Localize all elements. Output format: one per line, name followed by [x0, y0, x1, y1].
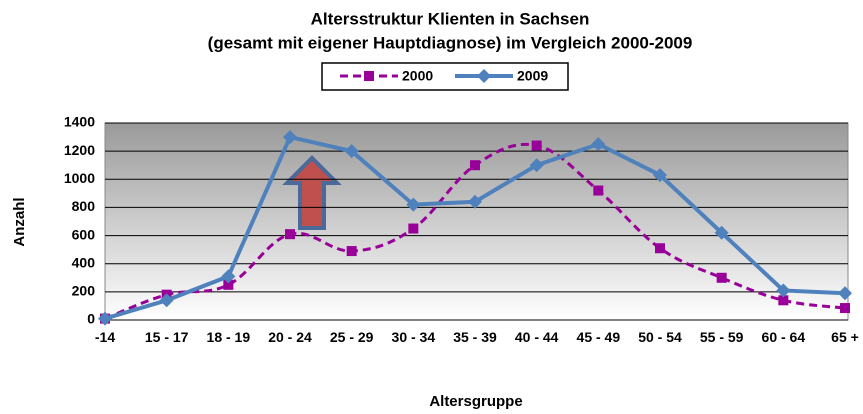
marker	[840, 303, 850, 314]
legend-label: 2000	[402, 68, 433, 84]
x-tick-label: 55 - 59	[699, 329, 744, 345]
x-tick-label: 60 - 64	[761, 329, 806, 345]
y-tick-label: 1400	[64, 114, 95, 130]
x-tick-label: 30 - 34	[391, 329, 436, 345]
x-tick-label: 40 - 44	[514, 329, 559, 345]
y-axis-label: Anzahl	[11, 197, 28, 246]
legend-marker	[477, 69, 491, 83]
marker	[655, 243, 665, 254]
y-tick-label: 0	[87, 311, 95, 327]
marker	[468, 194, 482, 209]
marker	[838, 286, 852, 301]
marker	[529, 158, 544, 173]
marker	[470, 160, 480, 171]
marker	[406, 197, 421, 212]
marker	[285, 229, 295, 240]
marker	[283, 130, 297, 145]
legend-marker	[364, 71, 374, 81]
x-tick-label: 25 - 29	[329, 329, 374, 345]
x-tick-label: 18 - 19	[206, 329, 251, 345]
marker	[159, 293, 174, 308]
y-tick-label: 200	[72, 283, 96, 299]
x-tick-label: 15 - 17	[144, 329, 189, 345]
y-tick-label: 400	[72, 254, 96, 270]
marker	[344, 144, 359, 159]
marker	[531, 140, 542, 151]
marker	[778, 295, 789, 306]
legend-label: 2009	[517, 68, 548, 84]
marker	[221, 269, 236, 284]
plot-area	[104, 122, 849, 321]
marker	[408, 223, 419, 234]
arrow-annotation	[282, 155, 342, 230]
x-tick-label: 65 +	[831, 329, 859, 345]
chart-title: Altersstruktur Klienten in Sachsen	[311, 9, 590, 28]
y-tick-label: 1200	[64, 142, 95, 158]
x-tick-label: 20 - 24	[268, 329, 312, 345]
x-tick-label: 35 - 39	[453, 329, 497, 345]
x-tick-label: 45 - 49	[576, 329, 621, 345]
chart-subtitle: (gesamt mit eigener Hauptdiagnose) im Ve…	[208, 33, 693, 52]
legend-box	[321, 62, 569, 91]
x-tick-label: -14	[94, 329, 116, 345]
marker	[653, 168, 667, 183]
marker	[714, 225, 729, 240]
marker	[593, 185, 604, 196]
marker	[591, 137, 606, 152]
y-tick-label: 800	[72, 198, 96, 214]
y-tick-label: 600	[72, 226, 96, 242]
marker	[716, 272, 727, 283]
y-tick-label: 1000	[64, 170, 95, 186]
x-tick-label: 50 - 54	[638, 329, 682, 345]
marker	[776, 283, 791, 298]
marker	[346, 246, 357, 257]
marker	[98, 311, 112, 326]
x-axis-label: Altersgruppe	[429, 393, 522, 410]
marker	[223, 279, 234, 290]
